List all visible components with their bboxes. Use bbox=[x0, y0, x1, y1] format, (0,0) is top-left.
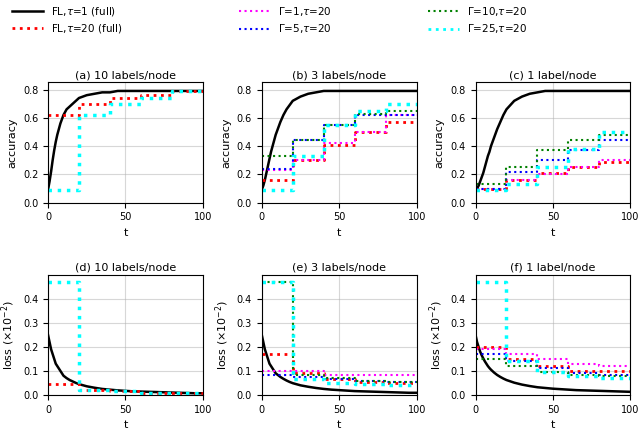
Y-axis label: loss ($\times10^{-2}$): loss ($\times10^{-2}$) bbox=[214, 300, 231, 370]
Title: (f) 1 label/node: (f) 1 label/node bbox=[510, 263, 596, 273]
Legend: FL,$\tau$=1 (full), FL,$\tau$=20 (full): FL,$\tau$=1 (full), FL,$\tau$=20 (full) bbox=[12, 5, 123, 36]
Title: (e) 3 labels/node: (e) 3 labels/node bbox=[292, 263, 386, 273]
Title: (b) 3 labels/node: (b) 3 labels/node bbox=[292, 70, 387, 80]
X-axis label: t: t bbox=[124, 228, 127, 238]
Y-axis label: loss ($\times10^{-2}$): loss ($\times10^{-2}$) bbox=[0, 300, 17, 370]
Y-axis label: accuracy: accuracy bbox=[221, 117, 231, 168]
Y-axis label: accuracy: accuracy bbox=[435, 117, 445, 168]
X-axis label: t: t bbox=[337, 228, 341, 238]
Title: (d) 10 labels/node: (d) 10 labels/node bbox=[75, 263, 176, 273]
Title: (c) 1 label/node: (c) 1 label/node bbox=[509, 70, 596, 80]
X-axis label: t: t bbox=[551, 420, 555, 430]
X-axis label: t: t bbox=[124, 420, 127, 430]
X-axis label: t: t bbox=[337, 420, 341, 430]
Y-axis label: accuracy: accuracy bbox=[7, 117, 17, 168]
Legend: $\Gamma$=10,$\tau$=20, $\Gamma$=25,$\tau$=20: $\Gamma$=10,$\tau$=20, $\Gamma$=25,$\tau… bbox=[428, 5, 527, 36]
Legend: $\Gamma$=1,$\tau$=20, $\Gamma$=5,$\tau$=20: $\Gamma$=1,$\tau$=20, $\Gamma$=5,$\tau$=… bbox=[239, 5, 332, 36]
Title: (a) 10 labels/node: (a) 10 labels/node bbox=[75, 70, 176, 80]
X-axis label: t: t bbox=[551, 228, 555, 238]
Y-axis label: loss ($\times10^{-2}$): loss ($\times10^{-2}$) bbox=[428, 300, 445, 370]
